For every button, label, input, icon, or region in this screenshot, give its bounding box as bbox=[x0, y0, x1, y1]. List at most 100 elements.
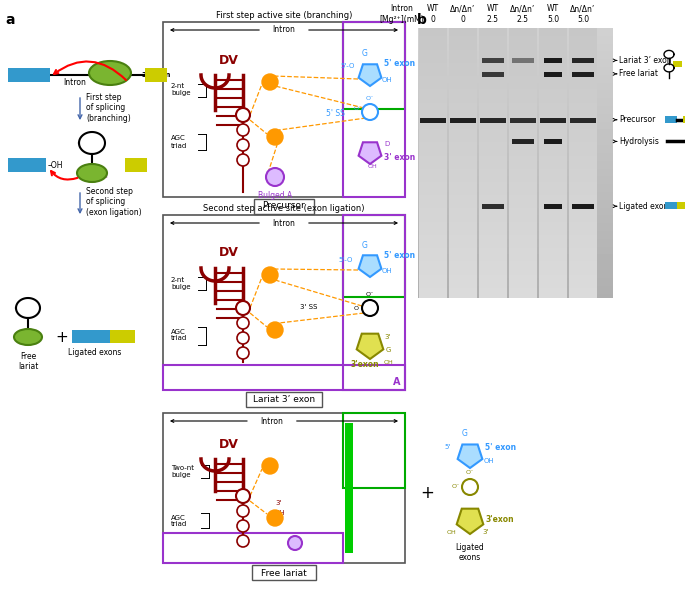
Bar bbox=[539, 67, 567, 68]
Bar bbox=[569, 238, 597, 239]
Bar bbox=[479, 181, 507, 182]
Bar bbox=[419, 52, 447, 53]
Bar bbox=[509, 232, 537, 233]
Bar bbox=[569, 297, 597, 298]
Bar bbox=[449, 148, 477, 149]
Bar bbox=[569, 236, 597, 237]
Bar bbox=[419, 130, 447, 132]
Text: 3'exon: 3'exon bbox=[351, 360, 379, 369]
Bar bbox=[449, 257, 477, 258]
Bar bbox=[479, 141, 507, 142]
Bar bbox=[479, 229, 507, 230]
Bar bbox=[449, 30, 477, 31]
Bar bbox=[419, 104, 447, 105]
Bar bbox=[419, 65, 447, 66]
Bar bbox=[539, 120, 567, 121]
Bar bbox=[419, 99, 447, 100]
Bar bbox=[539, 164, 567, 165]
Bar bbox=[479, 55, 507, 56]
Bar bbox=[539, 254, 567, 255]
Bar bbox=[569, 95, 597, 96]
Bar bbox=[419, 259, 447, 260]
Bar bbox=[539, 200, 567, 201]
Bar bbox=[665, 202, 677, 209]
Bar bbox=[419, 103, 447, 104]
Bar bbox=[539, 116, 567, 117]
Bar bbox=[449, 205, 477, 206]
Bar bbox=[539, 184, 567, 185]
Bar bbox=[569, 135, 597, 136]
Bar bbox=[449, 225, 477, 226]
Circle shape bbox=[266, 168, 284, 186]
Bar bbox=[449, 176, 477, 177]
Text: AGC
triad: AGC triad bbox=[171, 136, 187, 148]
Bar bbox=[479, 258, 507, 259]
Bar bbox=[479, 119, 507, 120]
Text: Second step
of splicing
(exon ligation): Second step of splicing (exon ligation) bbox=[86, 187, 142, 217]
Bar bbox=[509, 32, 537, 33]
Bar bbox=[569, 118, 597, 119]
Bar bbox=[449, 172, 477, 173]
Bar bbox=[539, 71, 567, 72]
Bar bbox=[479, 114, 507, 115]
Bar bbox=[419, 155, 447, 156]
Bar bbox=[449, 249, 477, 250]
Bar bbox=[479, 221, 507, 222]
Bar bbox=[509, 274, 537, 275]
Bar bbox=[479, 170, 507, 171]
Bar bbox=[509, 110, 537, 111]
Bar bbox=[569, 68, 597, 69]
Bar bbox=[419, 186, 447, 187]
Bar bbox=[479, 69, 507, 70]
Bar bbox=[479, 157, 507, 158]
Bar bbox=[419, 255, 447, 256]
Bar bbox=[509, 235, 537, 236]
Bar bbox=[449, 203, 477, 204]
Bar bbox=[479, 88, 507, 89]
Bar bbox=[419, 165, 447, 166]
Bar bbox=[419, 191, 447, 192]
Bar bbox=[479, 175, 507, 176]
Bar bbox=[569, 292, 597, 293]
Bar bbox=[479, 97, 507, 98]
Bar bbox=[479, 160, 507, 161]
Bar bbox=[509, 111, 537, 112]
Bar bbox=[509, 213, 537, 214]
Bar bbox=[539, 212, 567, 213]
Bar bbox=[509, 95, 537, 96]
Text: Δn/Δn’: Δn/Δn’ bbox=[450, 4, 475, 13]
Bar bbox=[479, 47, 507, 48]
Bar bbox=[539, 103, 567, 104]
Bar bbox=[449, 110, 477, 111]
Bar bbox=[509, 149, 537, 150]
Bar bbox=[449, 68, 477, 69]
Bar bbox=[479, 120, 507, 121]
Bar bbox=[449, 52, 477, 53]
Bar bbox=[479, 155, 507, 156]
Bar bbox=[479, 228, 507, 229]
Bar bbox=[509, 153, 537, 154]
Polygon shape bbox=[358, 64, 382, 86]
Bar bbox=[539, 63, 567, 64]
Bar bbox=[539, 242, 567, 243]
Bar bbox=[509, 278, 537, 279]
Bar bbox=[449, 142, 477, 143]
Bar bbox=[479, 270, 507, 271]
Bar bbox=[479, 207, 507, 208]
Bar bbox=[509, 126, 537, 127]
Bar bbox=[479, 74, 507, 75]
Bar bbox=[479, 128, 507, 129]
Bar bbox=[419, 64, 447, 65]
Bar bbox=[449, 128, 477, 129]
Bar bbox=[419, 171, 447, 172]
Bar bbox=[569, 61, 597, 62]
Bar bbox=[509, 226, 537, 227]
Bar bbox=[449, 41, 477, 42]
Bar bbox=[449, 71, 477, 72]
Bar bbox=[509, 66, 537, 67]
Bar bbox=[419, 58, 447, 59]
Bar bbox=[449, 93, 477, 94]
Bar bbox=[539, 222, 567, 223]
Text: [Mg²⁺](mM): [Mg²⁺](mM) bbox=[379, 15, 425, 24]
Bar bbox=[569, 117, 597, 118]
